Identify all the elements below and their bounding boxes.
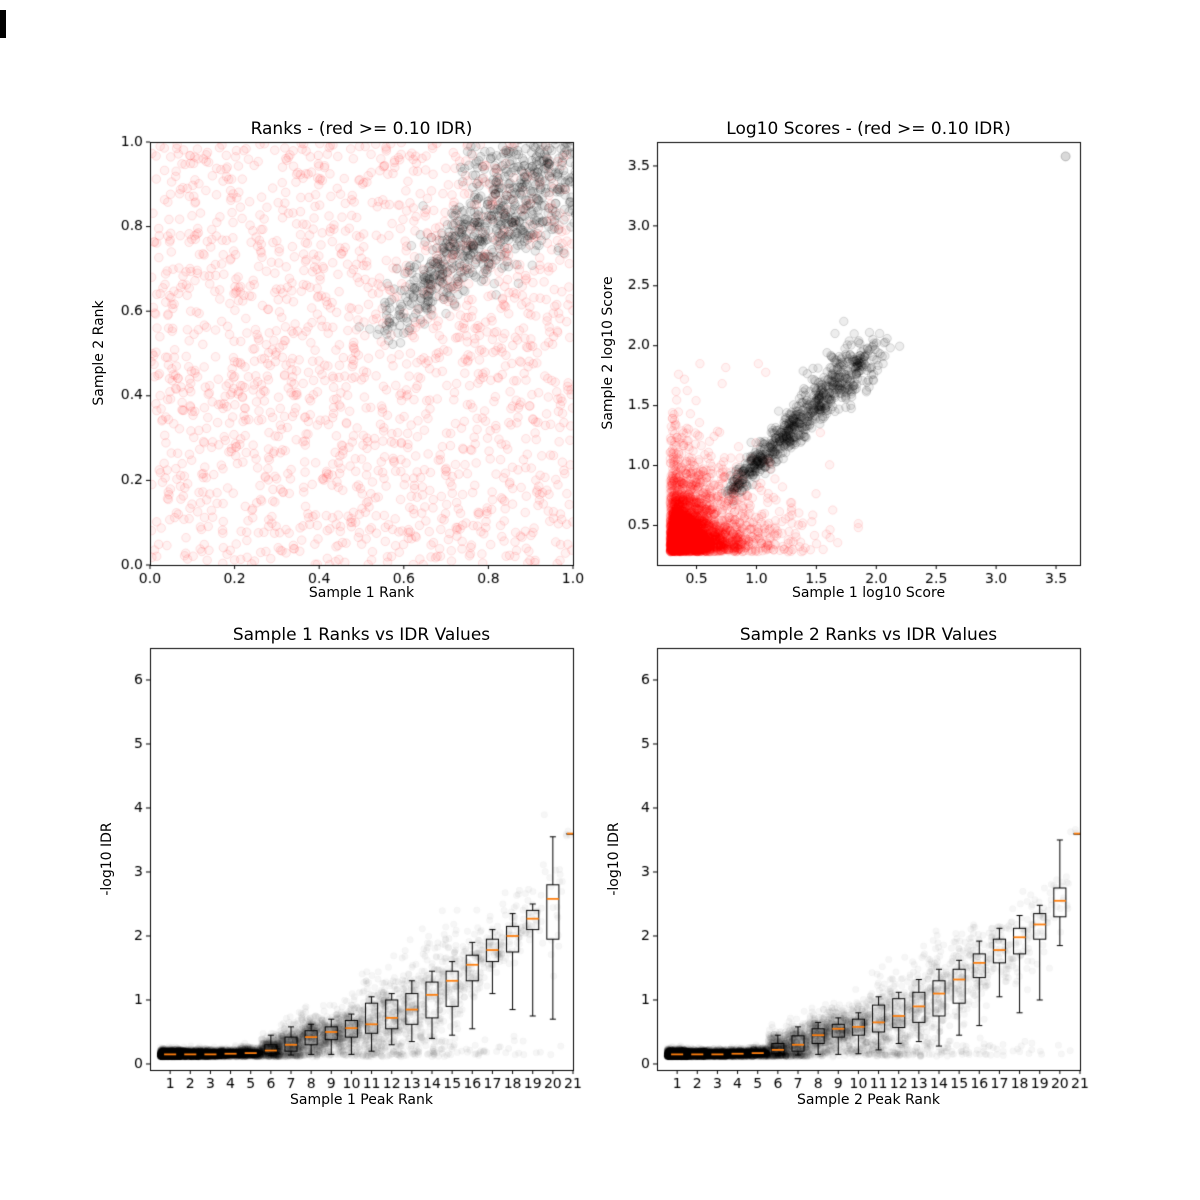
sample1-idr-plot-title: Sample 1 Ranks vs IDR Values <box>232 625 491 645</box>
sample2-rank-xaxis-label: Sample 2 Peak Rank <box>797 1092 940 1108</box>
scores-plot-title: Log10 Scores - (red >= 0.10 IDR) <box>726 119 1011 139</box>
scores-xaxis-label: Sample 1 log10 Score <box>791 585 946 601</box>
sample1-idr-yaxis-label: -log10 IDR <box>99 822 115 896</box>
scores-yaxis-label: Sample 2 log10 Score <box>600 276 616 430</box>
ranks-plot-title: Ranks - (red >= 0.10 IDR) <box>250 119 473 139</box>
sample1-rank-xaxis-label: Sample 1 Peak Rank <box>290 1092 433 1108</box>
sample2-idr-plot-title: Sample 2 Ranks vs IDR Values <box>739 625 998 645</box>
sample2-idr-yaxis-label: -log10 IDR <box>606 822 622 896</box>
ranks-yaxis-label: Sample 2 Rank <box>91 300 107 406</box>
left-edge-artifact <box>0 10 6 38</box>
ranks-xaxis-label: Sample 1 Rank <box>308 585 415 601</box>
